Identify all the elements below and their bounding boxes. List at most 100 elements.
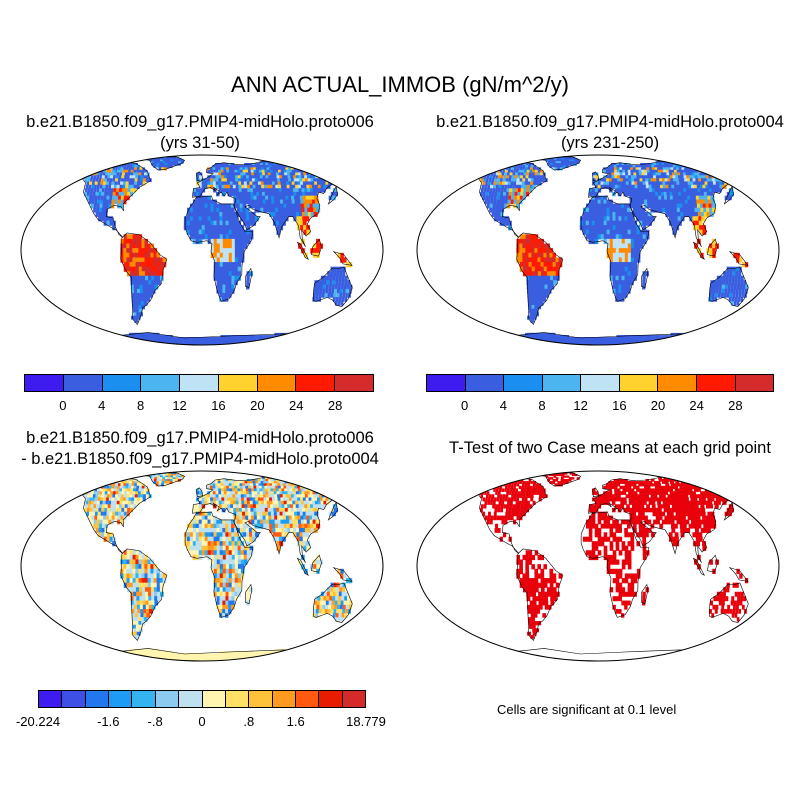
panel-title-case2-line2: (yrs 231-250) (560, 134, 660, 152)
colorbar-diff (38, 690, 366, 708)
coastline-britain (592, 487, 600, 498)
colorbar-swatch (735, 375, 774, 391)
colorbar-swatch (581, 375, 620, 391)
colorbar-swatch (155, 691, 180, 707)
map-diff (20, 470, 384, 662)
panel-title-case1-line2: (yrs 31-50) (160, 134, 240, 152)
colorbar-tick-label: 16 (211, 398, 226, 413)
coastlines (39, 472, 374, 661)
colorbar-swatch (141, 375, 181, 391)
colorbar-swatch (62, 691, 86, 707)
colorbar-swatch (39, 691, 63, 707)
map-border (20, 470, 384, 662)
coastline-borneo (311, 554, 322, 573)
colorbar-swatch (342, 691, 366, 707)
panel-title-case2-line1: b.e21.B1850.f09_g17.PMIP4-midHolo.proto0… (436, 113, 784, 131)
coastline-africa (184, 195, 254, 302)
colorbar-swatch (427, 375, 466, 391)
coastline-madagascar (244, 583, 253, 605)
colorbar-swatch (249, 691, 273, 707)
colorbar-tick-label: 4 (499, 398, 507, 413)
colorbar-tick-label: 0 (59, 398, 67, 413)
coastline-antarctica (435, 332, 758, 345)
coastlines (435, 472, 770, 661)
coastline-eurasia (192, 158, 364, 248)
colorbar-swatch (202, 691, 226, 707)
colorbar-swatch (257, 375, 297, 391)
map-border (20, 154, 384, 346)
colorbar-tick-label: 1.6 (286, 714, 305, 729)
colorbar-tick-label: 20 (250, 398, 265, 413)
panel-title-ttest: T-Test of two Case means at each grid po… (449, 439, 771, 457)
colorbar-swatch (319, 691, 343, 707)
colorbar-swatch (85, 691, 110, 707)
coastline-southAmerica (516, 548, 564, 641)
colorbar-tick-label: 28 (327, 398, 343, 413)
coastline-australia (312, 582, 353, 623)
coastline-newzealand (358, 300, 374, 316)
coastline-africa (580, 195, 650, 302)
colorbar-tick-label: 28 (728, 398, 743, 413)
coastline-newzealand (358, 616, 374, 632)
colorbar-tick-label: 16 (612, 398, 627, 413)
coastline-sumatra (296, 557, 310, 577)
colorbar-tick-label: 18.779 (346, 714, 386, 729)
figure-title: ANN ACTUAL_IMMOB (gN/m^2/y) (231, 72, 569, 97)
coastline-southAmerica (120, 548, 168, 641)
colorbar-swatch (25, 375, 64, 391)
coastline-australia (708, 266, 749, 307)
coastline-africa (580, 511, 650, 618)
colorbar-tick-label: 0 (461, 398, 469, 413)
coastline-sumatra (692, 241, 706, 261)
coastline-northAmerica (446, 477, 547, 554)
panel-title-case1: b.e21.B1850.f09_g17.PMIP4-midHolo.proto0… (0, 112, 400, 154)
colorbar-swatch (109, 691, 133, 707)
colorbar-tick-label: -.8 (147, 714, 163, 729)
coastline-northAmerica (446, 161, 547, 238)
coastline-borneo (707, 238, 718, 257)
colorbar-tick-label: 8 (538, 398, 546, 413)
coastline-borneo (311, 238, 322, 257)
coastline-eurasia (192, 474, 364, 564)
coastline-australia (312, 266, 353, 307)
map-ttest (416, 470, 780, 662)
coastline-sumatra (296, 241, 310, 261)
map-border (416, 154, 780, 346)
coastline-borneo (707, 554, 718, 573)
coastline-madagascar (640, 267, 649, 289)
colorbar-tick-label: -1.6 (97, 714, 120, 729)
coastline-madagascar (640, 583, 649, 605)
colorbar-swatch (658, 375, 697, 391)
colorbar-swatch (619, 375, 659, 391)
colorbar-swatch (504, 375, 543, 391)
panel-title-diff: b.e21.B1850.f09_g17.PMIP4-midHolo.proto0… (0, 428, 400, 470)
colorbar-swatch (63, 375, 103, 391)
coastline-southAmerica (120, 232, 168, 325)
coastline-britain (196, 487, 204, 498)
colorbar-tick-label: 12 (573, 398, 588, 413)
colorbar-tick-label: .8 (243, 714, 255, 729)
coastline-newzealand (754, 616, 770, 632)
colorbar-swatch (696, 375, 736, 391)
colorbar-swatch (295, 691, 320, 707)
coastline-antarctica (39, 332, 362, 345)
colorbar-swatch (102, 375, 142, 391)
panel-title-diff-line2: - b.e21.B1850.f09_g17.PMIP4-midHolo.prot… (21, 450, 379, 468)
panel-title-case1-line1: b.e21.B1850.f09_g17.PMIP4-midHolo.proto0… (26, 113, 374, 131)
colorbar-tick-label: 4 (98, 398, 106, 413)
colorbar-swatch (225, 691, 250, 707)
coastline-eurasia (588, 158, 760, 248)
colorbar-tick-label: 24 (288, 398, 304, 413)
colorbar-swatch (335, 375, 374, 391)
colorbar-swatch (542, 375, 582, 391)
colorbar-swatch (465, 375, 505, 391)
map-border (416, 470, 780, 662)
colorbar-tick-label: 24 (689, 398, 704, 413)
colorbar-tick-label: 8 (137, 398, 145, 413)
significance-note: Cells are significant at 0.1 level (497, 702, 677, 717)
colorbar-tick-label: 0 (198, 714, 206, 729)
colorbar-swatch (179, 691, 203, 707)
coastline-madagascar (244, 267, 253, 289)
coastline-antarctica (39, 648, 362, 661)
colorbar-tick-label: 20 (650, 398, 666, 413)
